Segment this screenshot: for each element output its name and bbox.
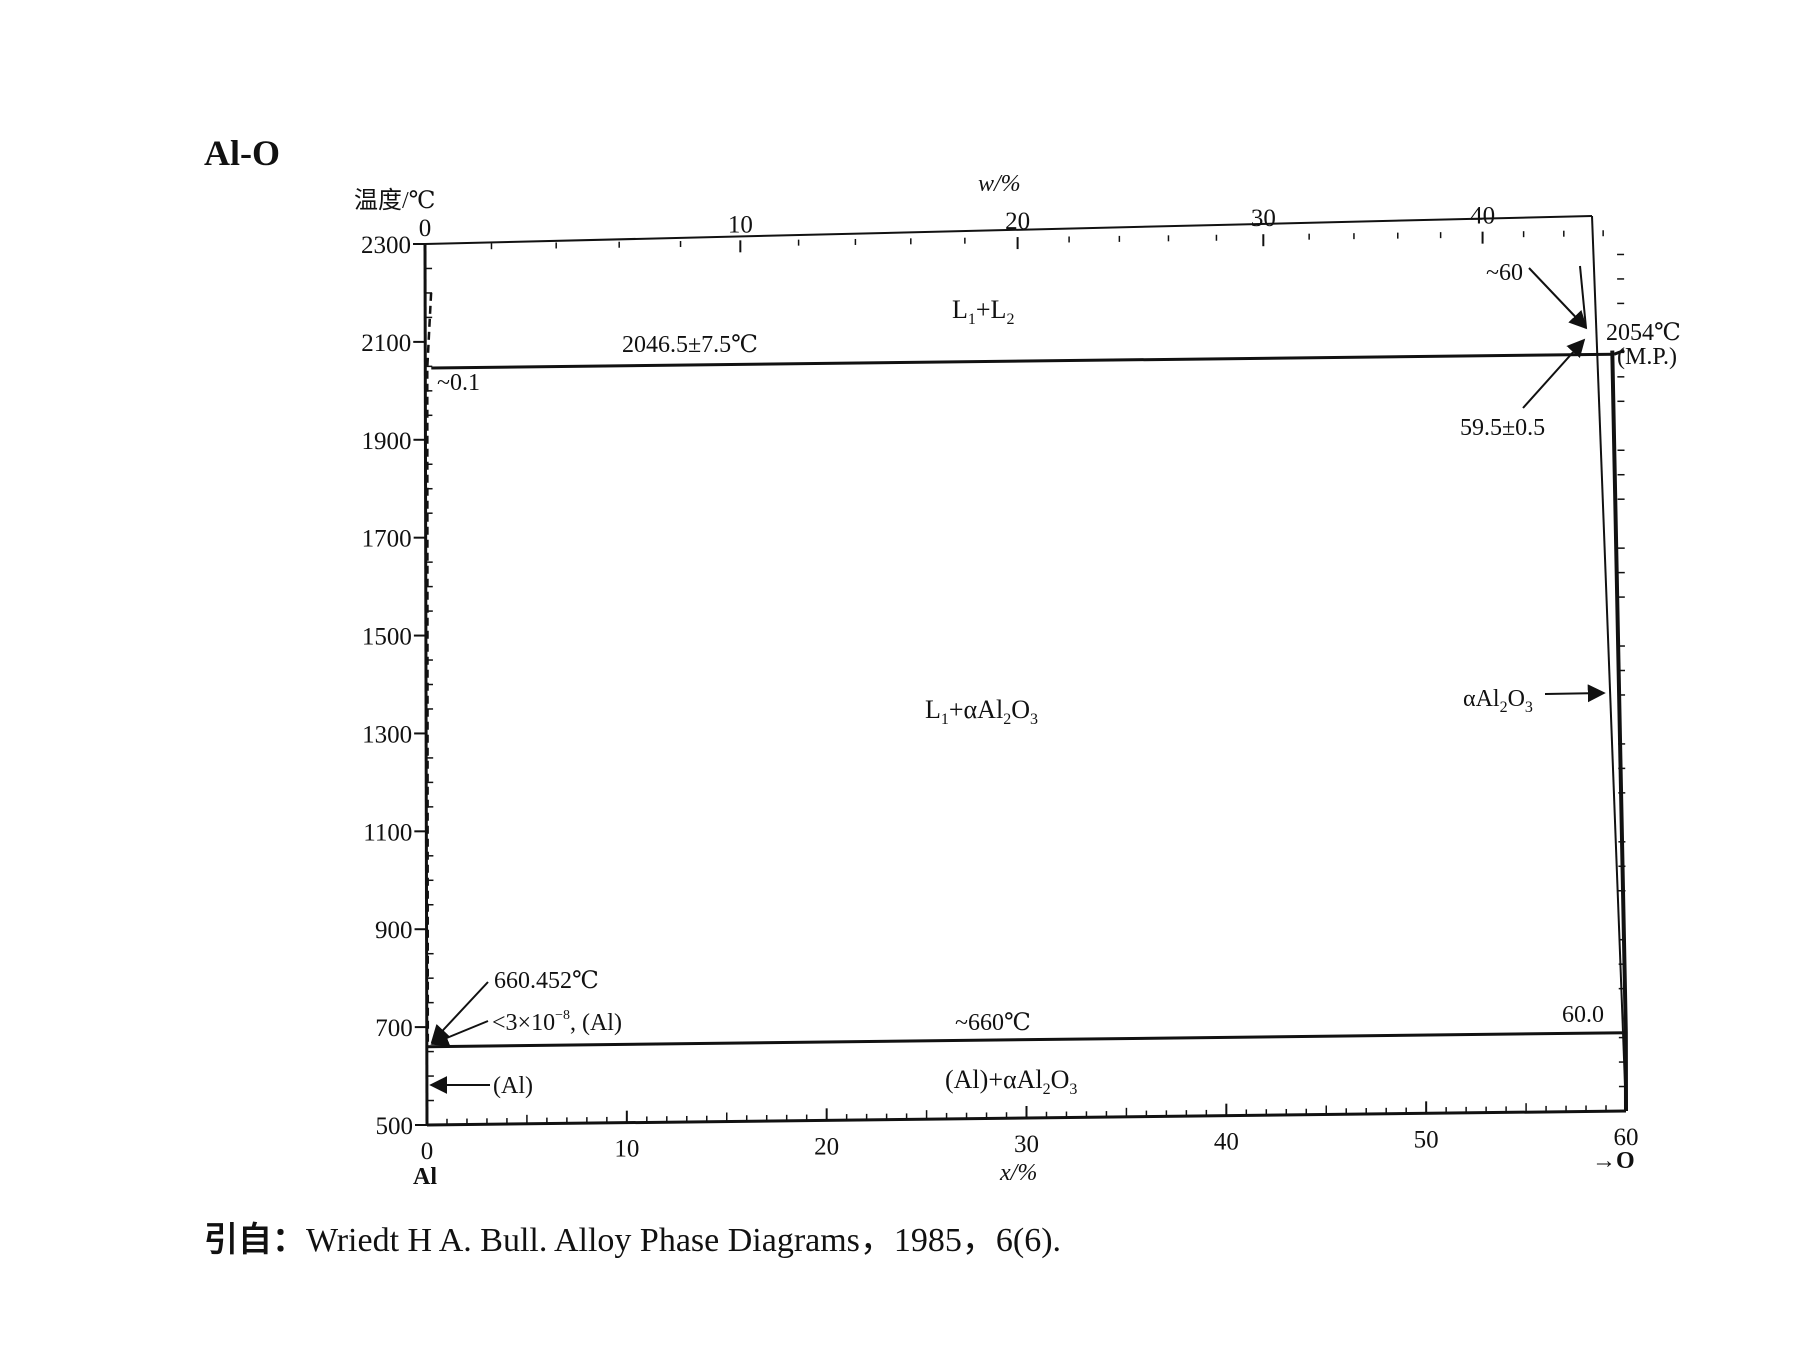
alpha-al2o3-phase-line <box>1610 350 1628 1112</box>
w-tick-label-20: 20 <box>1005 208 1030 235</box>
y-tick-label-500: 500 <box>376 1113 414 1140</box>
leader-arrows <box>429 265 1606 1094</box>
w-tick-label-30: 30 <box>1251 205 1276 232</box>
x-tick-label-10: 10 <box>614 1136 639 1163</box>
liquidus-l2-boundary <box>1613 349 1625 356</box>
arrow-monotectic-right <box>1522 338 1586 409</box>
y-axis-label: 温度/℃ <box>354 187 436 214</box>
y-tick-label-1900: 1900 <box>361 428 411 455</box>
x-tick-label-40: 40 <box>1214 1129 1239 1156</box>
region-label-al-alpha: (Al)+αAl2O3 <box>945 1065 1077 1098</box>
x-tick-label-20: 20 <box>814 1133 839 1160</box>
region-l1-alpha-b-sub: 2 <box>1003 711 1011 728</box>
invariant-line-0 <box>431 352 1615 370</box>
x-tick-label-50: 50 <box>1414 1126 1439 1153</box>
annotation-monotectic-left: ~0.1 <box>437 370 480 396</box>
citation-prefix: 引自： <box>204 1220 306 1260</box>
region-l1-alpha-a: L <box>925 695 941 724</box>
region-l1-alpha-c: O <box>1011 695 1030 724</box>
y-tick-label-1500: 1500 <box>362 624 412 651</box>
x-axis-top-label: w/% <box>978 171 1021 197</box>
y-tick-label-1700: 1700 <box>362 526 412 553</box>
invariant-label-lower: ~660℃ <box>955 1010 1031 1036</box>
alpha-mid: O <box>1508 686 1525 712</box>
solubility-prefix: <3×10 <box>492 1010 555 1036</box>
x-axis-bottom-label: x/% <box>999 1160 1037 1186</box>
citation: 引自：Wriedt H A. Bull. Alloy Phase Diagram… <box>204 1212 1061 1261</box>
annotation-monotectic-right: 59.5±0.5 <box>1460 415 1545 441</box>
annotation-melting-point: 2054℃ <box>1606 320 1681 346</box>
annotation-eutectic-composition: 60.0 <box>1562 1002 1604 1028</box>
right-axis-line <box>1591 215 1627 1112</box>
x-tick-label-30: 30 <box>1014 1131 1039 1158</box>
x-tick-label-0: 0 <box>421 1138 434 1165</box>
w-tick-label-40: 40 <box>1470 203 1495 230</box>
citation-text: Wriedt H A. Bull. Alloy Phase Diagrams，1… <box>306 1222 1062 1259</box>
x-axis-top-line <box>424 215 1593 245</box>
region-label-l1-l2: L1+L2 <box>952 295 1014 328</box>
dashed-solubility-boundary <box>426 292 433 1047</box>
annotation-solubility: <3×10−8, (Al) <box>492 1008 622 1036</box>
arrow-alpha-al2o3 <box>1544 684 1606 703</box>
phase-boundaries <box>426 292 1628 1112</box>
arrow-solubility <box>430 1020 489 1047</box>
arrow-critical-tail <box>1579 265 1587 329</box>
region-label-l1-alpha: L1+αAl2O3 <box>925 695 1038 728</box>
x-axis-right-end-label: →O <box>1592 1148 1635 1174</box>
y-tick-label-700: 700 <box>375 1015 413 1042</box>
annotation-critical: ~60 <box>1486 260 1523 286</box>
region-l1-alpha-a-sub: 1 <box>941 711 949 728</box>
region-al-alpha-a: (Al)+αAl <box>945 1065 1043 1094</box>
invariant-label-upper: 2046.5±7.5℃ <box>622 332 758 358</box>
y-tick-label-2100: 2100 <box>361 330 411 357</box>
y-tick-label-2300: 2300 <box>361 232 411 259</box>
x-tick-label-60: 60 <box>1614 1124 1639 1151</box>
region-al-alpha-b: O <box>1051 1065 1070 1094</box>
region-l1-alpha-b: +αAl <box>949 695 1003 724</box>
y-tick-label-1300: 1300 <box>362 721 412 748</box>
solubility-suffix: , (Al) <box>570 1010 622 1036</box>
annotation-al-phase: (Al) <box>493 1073 533 1099</box>
alpha-sub2: 3 <box>1525 699 1533 716</box>
alpha-sub1: 2 <box>1500 699 1508 716</box>
alpha-main: αAl <box>1463 686 1500 712</box>
region-l1-l2-b: +L <box>976 295 1007 324</box>
y-tick-label-900: 900 <box>375 917 413 944</box>
axis-frame <box>423 215 1627 1127</box>
annotation-melting-point-tag: (M.P.) <box>1617 344 1677 370</box>
region-l1-l2-b-sub: 2 <box>1006 311 1014 328</box>
region-al-alpha-a-sub: 2 <box>1043 1081 1051 1098</box>
arrow-critical <box>1528 267 1588 330</box>
region-l1-alpha-c-sub: 3 <box>1030 711 1038 728</box>
w-tick-label-10: 10 <box>728 211 753 238</box>
region-l1-l2-a: L <box>952 295 968 324</box>
y-tick-label-1100: 1100 <box>363 819 412 846</box>
diagram-title: Al-O <box>204 133 280 173</box>
solubility-exponent: −8 <box>555 1008 570 1023</box>
annotation-alpha-al2o3: αAl2O3 <box>1463 686 1533 716</box>
w-tick-label-0: 0 <box>419 215 432 242</box>
region-al-alpha-b-sub: 3 <box>1069 1081 1077 1098</box>
x-axis-left-end-label: Al <box>413 1164 437 1190</box>
annotation-eutectic-temperature: 660.452℃ <box>494 968 599 994</box>
invariant-line-1 <box>426 1031 1626 1049</box>
region-l1-l2-a-sub: 1 <box>968 311 976 328</box>
